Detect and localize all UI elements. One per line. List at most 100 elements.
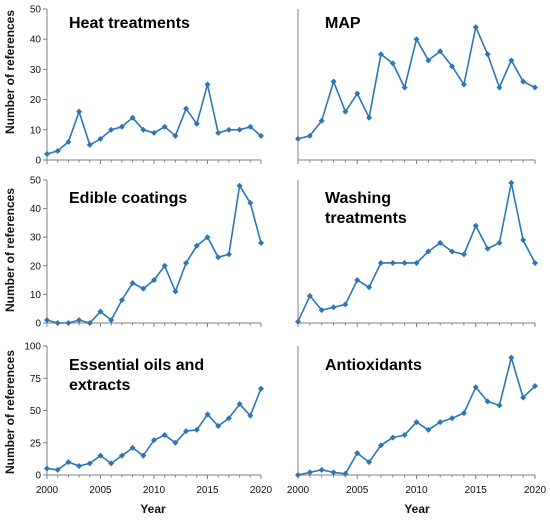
data-point: [172, 132, 179, 139]
data-point: [204, 81, 211, 88]
panel-title: Washing: [325, 190, 391, 207]
data-point: [366, 114, 373, 121]
data-point: [425, 57, 432, 64]
series-line: [297, 356, 536, 476]
data-point: [484, 51, 491, 58]
data-point: [437, 419, 444, 426]
data-point: [413, 36, 420, 43]
data-point: [140, 452, 147, 459]
data-point: [44, 317, 50, 324]
data-point: [151, 129, 157, 136]
data-point: [183, 428, 190, 435]
data-point: [306, 292, 313, 299]
panel-title: treatments: [325, 210, 407, 227]
data-point: [86, 141, 93, 148]
x-tick-label: 2015: [196, 485, 219, 496]
data-point: [129, 114, 136, 121]
data-point: [65, 459, 72, 466]
data-point: [215, 254, 222, 261]
data-point: [204, 411, 211, 418]
y-axis-label-middle: Number of references: [3, 188, 17, 312]
y-tick-label: 20: [30, 95, 42, 106]
data-point: [484, 245, 491, 252]
data-point: [425, 248, 432, 255]
x-tick-label: 2020: [250, 485, 273, 496]
data-point: [377, 442, 384, 449]
data-point: [54, 147, 61, 154]
panel-2: 0 10 20 30 40 50 Edible coatings: [30, 176, 264, 330]
data-point: [460, 81, 467, 88]
data-point: [295, 472, 301, 478]
data-point: [318, 117, 325, 124]
data-point: [354, 450, 361, 457]
data-point: [65, 138, 72, 145]
data-point: [258, 239, 264, 246]
data-point: [54, 466, 61, 473]
panel-1: MAP: [295, 9, 538, 164]
panel-5: 2000 2005 2010 2015 2020 Antioxidants: [287, 346, 547, 496]
data-point: [508, 179, 515, 186]
data-point: [449, 248, 456, 255]
data-point: [437, 48, 444, 55]
y-tick-label: 0: [35, 319, 41, 330]
data-point: [54, 320, 61, 326]
data-point: [225, 126, 232, 133]
data-point: [193, 426, 200, 433]
data-point: [306, 132, 313, 139]
data-point: [247, 199, 254, 206]
data-point: [472, 24, 479, 31]
data-point: [236, 182, 243, 189]
x-tick-label: 2015: [465, 485, 488, 496]
panel-title: Essential oils and: [69, 357, 204, 374]
data-point: [354, 277, 361, 284]
data-point: [193, 242, 200, 249]
data-point: [236, 401, 243, 408]
data-point: [460, 410, 467, 417]
x-axis-label-left: Year: [140, 502, 166, 516]
y-tick-label: 50: [30, 176, 42, 187]
data-point: [437, 239, 444, 246]
data-point: [247, 412, 254, 419]
data-point: [318, 307, 325, 314]
data-point: [108, 126, 115, 133]
series-line: [46, 83, 262, 155]
data-point: [247, 123, 254, 130]
data-point: [520, 394, 527, 401]
data-point: [76, 108, 83, 115]
data-point: [236, 126, 243, 133]
data-point: [86, 460, 93, 467]
data-point: [472, 384, 479, 391]
data-point: [161, 262, 168, 269]
y-tick-label: 50: [30, 5, 42, 16]
x-tick-label: 2000: [36, 485, 59, 496]
data-point: [366, 459, 373, 466]
data-point: [306, 469, 313, 476]
data-point: [342, 301, 349, 308]
data-point: [44, 150, 50, 157]
data-point: [330, 469, 337, 476]
y-tick-label: 10: [30, 125, 42, 136]
panel-title: extracts: [69, 377, 130, 394]
data-point: [342, 108, 349, 115]
data-point: [532, 84, 538, 91]
data-point: [472, 222, 479, 229]
data-point: [366, 284, 373, 291]
data-point: [151, 437, 157, 444]
data-point: [258, 385, 264, 392]
x-tick-label: 2020: [524, 485, 547, 496]
data-point: [183, 259, 190, 266]
data-point: [401, 259, 408, 266]
data-point: [129, 444, 136, 451]
y-tick-label: 30: [30, 233, 42, 244]
data-point: [172, 288, 179, 295]
y-axis-label-top: Number of references: [3, 10, 17, 134]
panel-title: Edible coatings: [69, 190, 187, 207]
panel-4: 0 25 50 75 100 2000 2005 2010 2015 2020 Essential …: [24, 342, 272, 497]
panel-title: Antioxidants: [325, 357, 422, 374]
panel-3: Washing treatments: [295, 179, 538, 327]
y-tick-label: 75: [30, 374, 42, 385]
x-tick-label: 2005: [89, 485, 112, 496]
y-tick-label: 100: [24, 342, 41, 353]
data-point: [508, 354, 515, 361]
y-tick-label: 25: [30, 438, 42, 449]
